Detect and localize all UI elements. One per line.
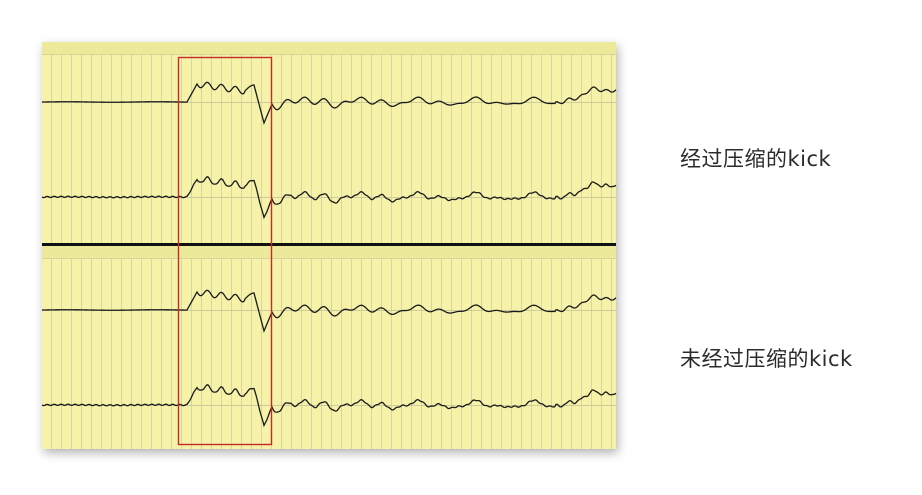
uncompressed-track-panel bbox=[42, 246, 616, 449]
compressed-kick-header-strip bbox=[42, 42, 616, 54]
compressed-track-panel bbox=[42, 42, 616, 243]
transient-highlight-box bbox=[177, 56, 273, 446]
uncompressed-kick-label: 未经过压缩的kick bbox=[680, 347, 853, 371]
waveform-channel bbox=[41, 384, 617, 428]
waveform-channel bbox=[41, 176, 617, 220]
uncompressed-kick-header-strip bbox=[42, 246, 616, 258]
compressed-kick-label: 经过压缩的kick bbox=[680, 147, 832, 171]
waveform-channel bbox=[41, 289, 617, 334]
waveform-channel bbox=[41, 81, 617, 126]
